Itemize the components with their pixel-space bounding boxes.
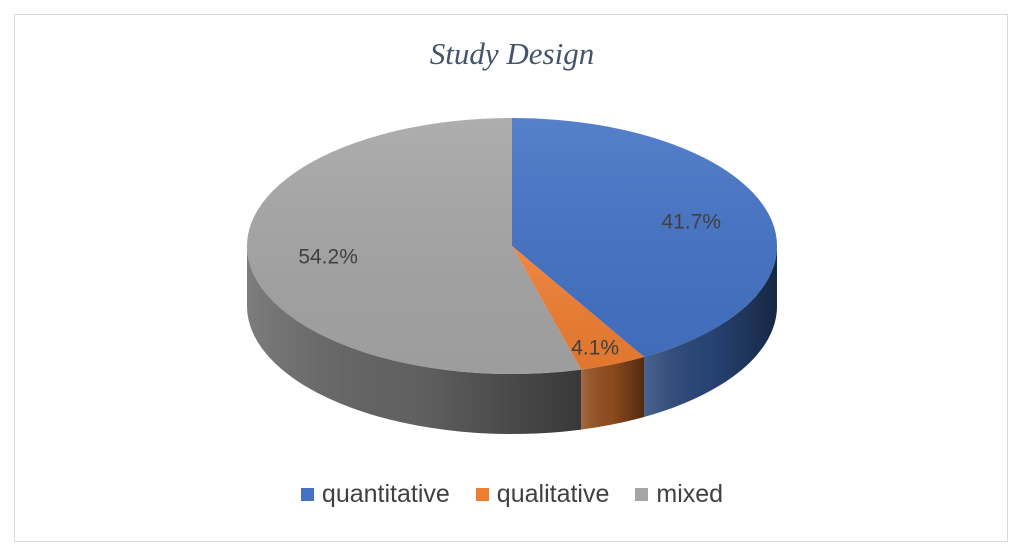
legend-item-quantitative: quantitative <box>300 480 450 509</box>
slice-side-shading <box>247 246 582 435</box>
slice-side-shading <box>644 246 777 417</box>
data-label-mixed: 54.2% <box>298 245 358 268</box>
slice-top-shading <box>512 118 778 357</box>
legend-label: mixed <box>656 480 724 508</box>
legend-item-mixed: mixed <box>635 480 723 509</box>
legend-label: quantitative <box>321 480 450 508</box>
legend-swatch <box>475 488 489 501</box>
data-label-qualitative: 4.1% <box>571 337 619 360</box>
legend-item-qualitative: qualitative <box>475 480 610 509</box>
slice-side-shading <box>581 356 645 430</box>
legend: quantitative qualitative mixed <box>0 480 1024 509</box>
slice-top-shading <box>246 118 582 374</box>
chart-title: Study Design <box>429 36 595 71</box>
slice-top-shading <box>512 246 645 370</box>
data-label-quantitative: 41.7% <box>661 210 721 233</box>
legend-label: qualitative <box>496 480 610 508</box>
legend-swatch <box>635 488 649 501</box>
legend-swatch <box>300 488 314 501</box>
